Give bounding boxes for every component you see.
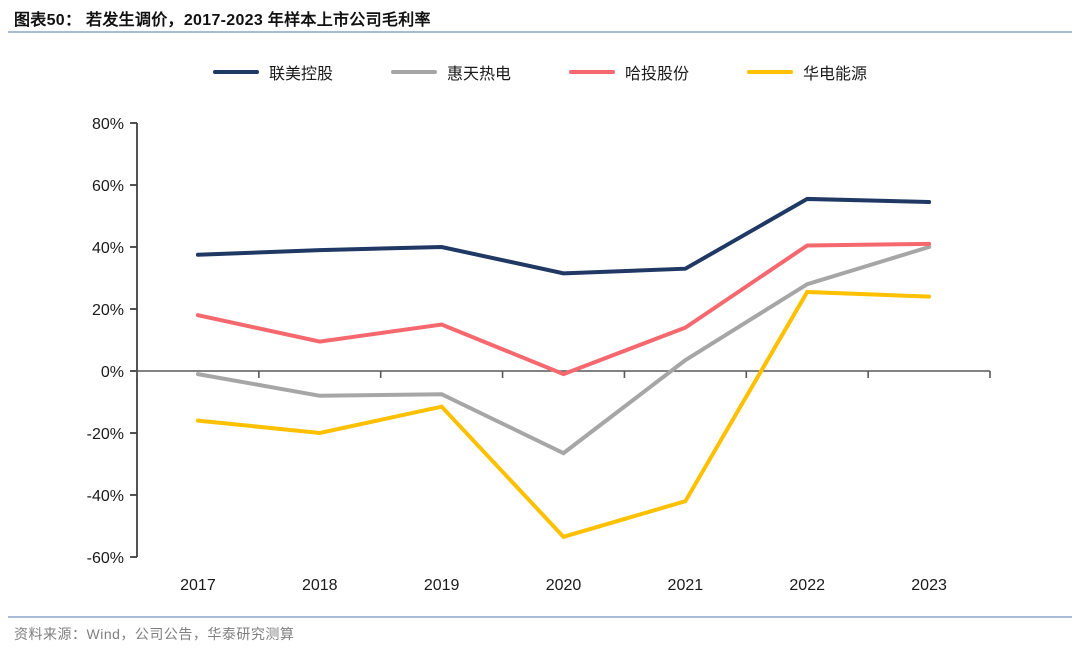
x-tick-label: 2020 bbox=[546, 577, 582, 594]
y-tick-label: -40% bbox=[87, 488, 124, 505]
series-line-1 bbox=[195, 196, 932, 276]
x-tick-label: 2019 bbox=[424, 577, 460, 594]
legend: 联美控股 惠天热电 哈投股份 华电能源 bbox=[0, 60, 1080, 84]
x-tick-label: 2021 bbox=[668, 577, 704, 594]
series-line-2 bbox=[195, 245, 932, 456]
legend-line-swatch bbox=[212, 70, 259, 74]
y-tick-label: 20% bbox=[92, 302, 124, 319]
chart-title-text: 图表50： 若发生调价，2017-2023 年样本上市公司毛利率 bbox=[14, 12, 431, 29]
legend-item-3: 哈投股份 bbox=[569, 60, 689, 84]
legend-line-swatch bbox=[747, 70, 794, 74]
y-tick-label: 40% bbox=[92, 240, 124, 257]
legend-line-swatch bbox=[390, 70, 437, 74]
chart-title: 图表50： 若发生调价，2017-2023 年样本上市公司毛利率 bbox=[14, 6, 1066, 30]
legend-item-2: 惠天热电 bbox=[390, 60, 511, 84]
legend-line-swatch bbox=[569, 70, 615, 74]
x-tick-label: 2023 bbox=[911, 577, 947, 594]
source-note: 资料来源：Wind，公司公告，华泰研究测算 bbox=[14, 626, 295, 642]
y-tick-label: 0% bbox=[101, 364, 124, 381]
y-tick-label: -60% bbox=[87, 550, 124, 567]
legend-item-4: 华电能源 bbox=[747, 60, 867, 84]
legend-label: 华电能源 bbox=[803, 66, 868, 83]
legend-label: 哈投股份 bbox=[625, 66, 690, 83]
legend-label: 惠天热电 bbox=[446, 66, 511, 83]
series-line-4 bbox=[195, 289, 932, 540]
x-tick-label: 2018 bbox=[302, 577, 338, 594]
footer-divider bbox=[8, 616, 1072, 618]
y-tick-label: 80% bbox=[92, 116, 124, 133]
x-tick-label: 2022 bbox=[789, 577, 825, 594]
y-tick-label: 60% bbox=[92, 178, 124, 195]
title-divider bbox=[8, 31, 1072, 33]
legend-label: 联美控股 bbox=[268, 66, 333, 83]
series-line-3 bbox=[195, 241, 932, 377]
y-tick-label: -20% bbox=[87, 426, 124, 443]
legend-item-1: 联美控股 bbox=[212, 60, 333, 84]
x-tick-label: 2017 bbox=[180, 577, 216, 594]
